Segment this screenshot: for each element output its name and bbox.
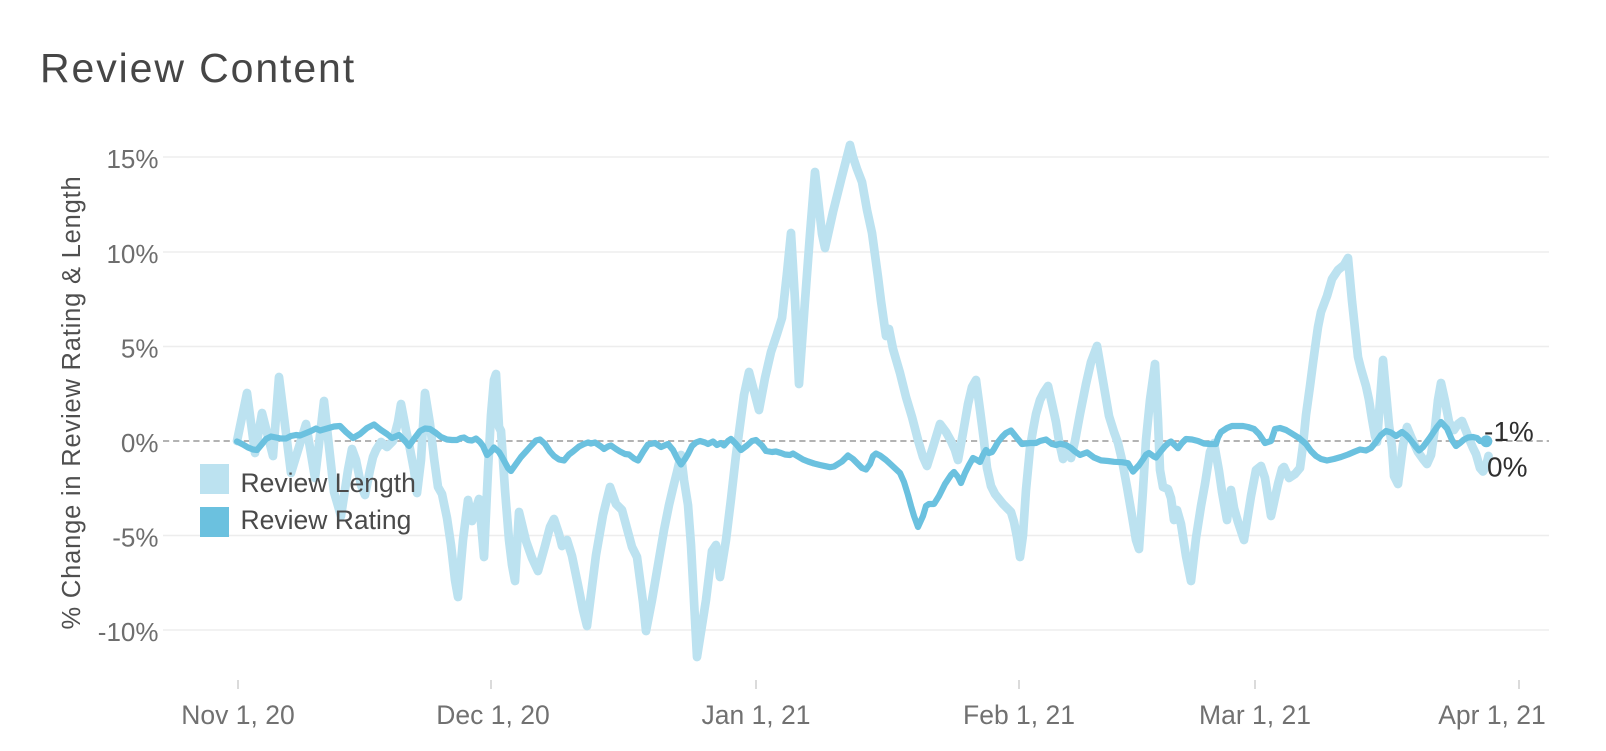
svg-text:Feb 1, 21: Feb 1, 21	[963, 700, 1075, 730]
svg-text:0%: 0%	[121, 428, 159, 458]
svg-text:-1%: -1%	[1484, 416, 1534, 447]
svg-text:Apr 1, 21: Apr 1, 21	[1438, 700, 1546, 730]
svg-text:-5%: -5%	[112, 523, 158, 553]
svg-text:15%: 15%	[106, 144, 158, 174]
svg-text:Review Content: Review Content	[40, 45, 356, 91]
svg-text:-10%: -10%	[98, 617, 159, 647]
svg-text:Review Rating: Review Rating	[241, 505, 412, 535]
svg-text:% Change in Review Rating & Le: % Change in Review Rating & Length	[58, 176, 86, 630]
svg-text:Dec 1, 20: Dec 1, 20	[436, 700, 549, 730]
svg-text:Nov 1, 20: Nov 1, 20	[181, 700, 294, 730]
svg-text:0%: 0%	[1487, 452, 1527, 483]
svg-text:Jan 1, 21: Jan 1, 21	[701, 700, 810, 730]
svg-text:Review Length: Review Length	[241, 468, 416, 498]
svg-text:Mar 1, 21: Mar 1, 21	[1199, 700, 1311, 730]
svg-text:10%: 10%	[106, 239, 158, 269]
svg-text:5%: 5%	[121, 334, 159, 364]
